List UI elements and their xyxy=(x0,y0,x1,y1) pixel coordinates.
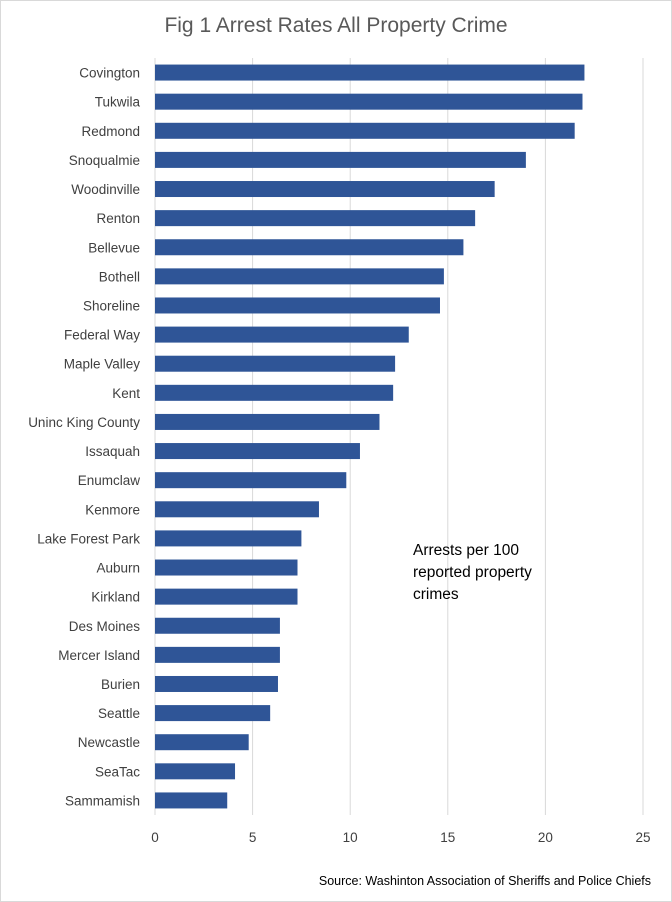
bar-burien xyxy=(155,675,278,692)
x-tick-label: 20 xyxy=(538,830,553,845)
category-label: Newcastle xyxy=(78,735,140,750)
x-tick-label: 0 xyxy=(151,830,159,845)
source-note: Source: Washinton Association of Sheriff… xyxy=(319,874,651,888)
bar-newcastle xyxy=(155,734,249,751)
category-label: Renton xyxy=(96,211,140,226)
annotation: Arrests per 100 reported property crimes xyxy=(413,542,532,603)
bar-kirkland xyxy=(155,588,298,605)
category-label: Bellevue xyxy=(88,240,140,255)
category-label: Kirkland xyxy=(91,590,140,605)
bar-snoqualmie xyxy=(155,151,526,168)
category-label: Sammamish xyxy=(65,793,140,808)
category-label: Federal Way xyxy=(64,328,140,343)
category-label: Bothell xyxy=(99,269,140,284)
bar-redmond xyxy=(155,122,575,139)
bar-enumclaw xyxy=(155,472,347,489)
bar-seatac xyxy=(155,763,236,780)
category-label: Uninc King County xyxy=(28,415,140,430)
x-tick-label: 10 xyxy=(343,830,358,845)
category-label: Maple Valley xyxy=(64,357,141,372)
bar-covington xyxy=(155,64,585,81)
bar-shoreline xyxy=(155,297,440,314)
x-tick-labels: 0 5 10 15 20 25 xyxy=(151,830,650,845)
bar-renton xyxy=(155,210,476,227)
category-label: SeaTac xyxy=(95,764,140,779)
category-labels: Covington Tukwila Redmond Snoqualmie Woodinv… xyxy=(28,66,140,809)
category-label: Enumclaw xyxy=(78,473,141,488)
bar-uninc-king-county xyxy=(155,413,380,430)
category-label: Des Moines xyxy=(69,619,141,634)
category-label: Lake Forest Park xyxy=(37,531,140,546)
annotation-line: crimes xyxy=(413,586,459,603)
category-label: Kenmore xyxy=(85,502,140,517)
category-label: Shoreline xyxy=(83,298,140,313)
bar-federal-way xyxy=(155,326,409,343)
category-label: Redmond xyxy=(81,124,140,139)
category-label: Issaquah xyxy=(85,444,140,459)
category-label: Covington xyxy=(79,66,140,81)
x-tick-label: 5 xyxy=(249,830,257,845)
annotation-line: reported property xyxy=(413,564,532,581)
bar-mercer-island xyxy=(155,646,280,663)
x-tick-label: 25 xyxy=(635,830,650,845)
category-label: Burien xyxy=(101,677,140,692)
category-label: Auburn xyxy=(96,561,140,576)
category-label: Seattle xyxy=(98,706,140,721)
bar-des-moines xyxy=(155,617,280,634)
bar-kent xyxy=(155,384,394,401)
bar-maple-valley xyxy=(155,355,396,372)
category-label: Snoqualmie xyxy=(69,153,140,168)
bar-auburn xyxy=(155,559,298,576)
annotation-line: Arrests per 100 xyxy=(413,542,519,559)
bar-bellevue xyxy=(155,239,464,256)
chart-title: Fig 1 Arrest Rates All Property Crime xyxy=(164,14,507,37)
bar-kenmore xyxy=(155,501,319,518)
bar-bothell xyxy=(155,268,444,285)
gridlines xyxy=(154,58,644,815)
category-label: Tukwila xyxy=(95,95,141,110)
category-label: Woodinville xyxy=(71,182,140,197)
x-tick-label: 15 xyxy=(440,830,455,845)
bars xyxy=(155,64,585,809)
bar-seattle xyxy=(155,705,271,722)
bar-sammamish xyxy=(155,792,228,809)
category-label: Kent xyxy=(112,386,140,401)
category-label: Mercer Island xyxy=(58,648,140,663)
bar-lake-forest-park xyxy=(155,530,302,547)
bar-issaquah xyxy=(155,443,360,460)
bar-woodinville xyxy=(155,181,495,198)
bar-tukwila xyxy=(155,93,583,110)
